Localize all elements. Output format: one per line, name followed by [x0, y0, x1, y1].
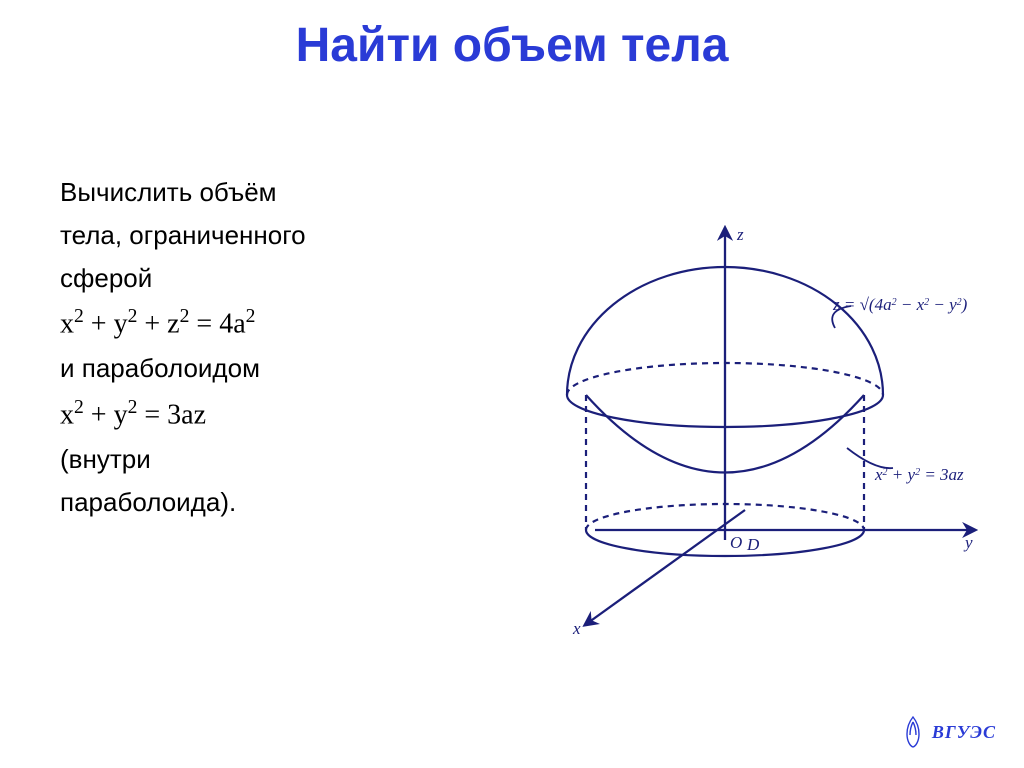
logo: ВГУЭС [900, 716, 996, 748]
label-sphere-equation: z = √(4a2 − x2 − y2) [832, 295, 968, 314]
page-title: Найти объем тела [0, 18, 1024, 73]
text-line-2: тела, ограниченного [60, 218, 440, 253]
label-y: y [963, 533, 973, 552]
label-D: D [746, 535, 760, 554]
problem-statement: Вычислить объём тела, ограниченного сфер… [60, 175, 440, 528]
label-x: x [572, 619, 581, 638]
diagram-3d-solid: z y x O D z = √(4a2 − x2 − y2) x2 + y2 =… [455, 210, 985, 640]
label-origin: O [730, 533, 742, 552]
logo-text: ВГУЭС [932, 722, 996, 743]
text-line-4: и параболоидом [60, 351, 440, 386]
equation-sphere: x2 + y2 + z2 = 4a2 [60, 304, 440, 343]
equation-paraboloid: x2 + y2 = 3az [60, 395, 440, 434]
leader-paraboloid [847, 448, 893, 468]
text-line-3: сферой [60, 261, 440, 296]
text-line-6: параболоида). [60, 485, 440, 520]
label-z: z [736, 225, 744, 244]
text-line-1: Вычислить объём [60, 175, 440, 210]
text-line-5: (внутри [60, 442, 440, 477]
label-paraboloid-equation: x2 + y2 = 3az [874, 465, 964, 484]
logo-icon [900, 716, 926, 748]
axis-x [585, 510, 745, 625]
